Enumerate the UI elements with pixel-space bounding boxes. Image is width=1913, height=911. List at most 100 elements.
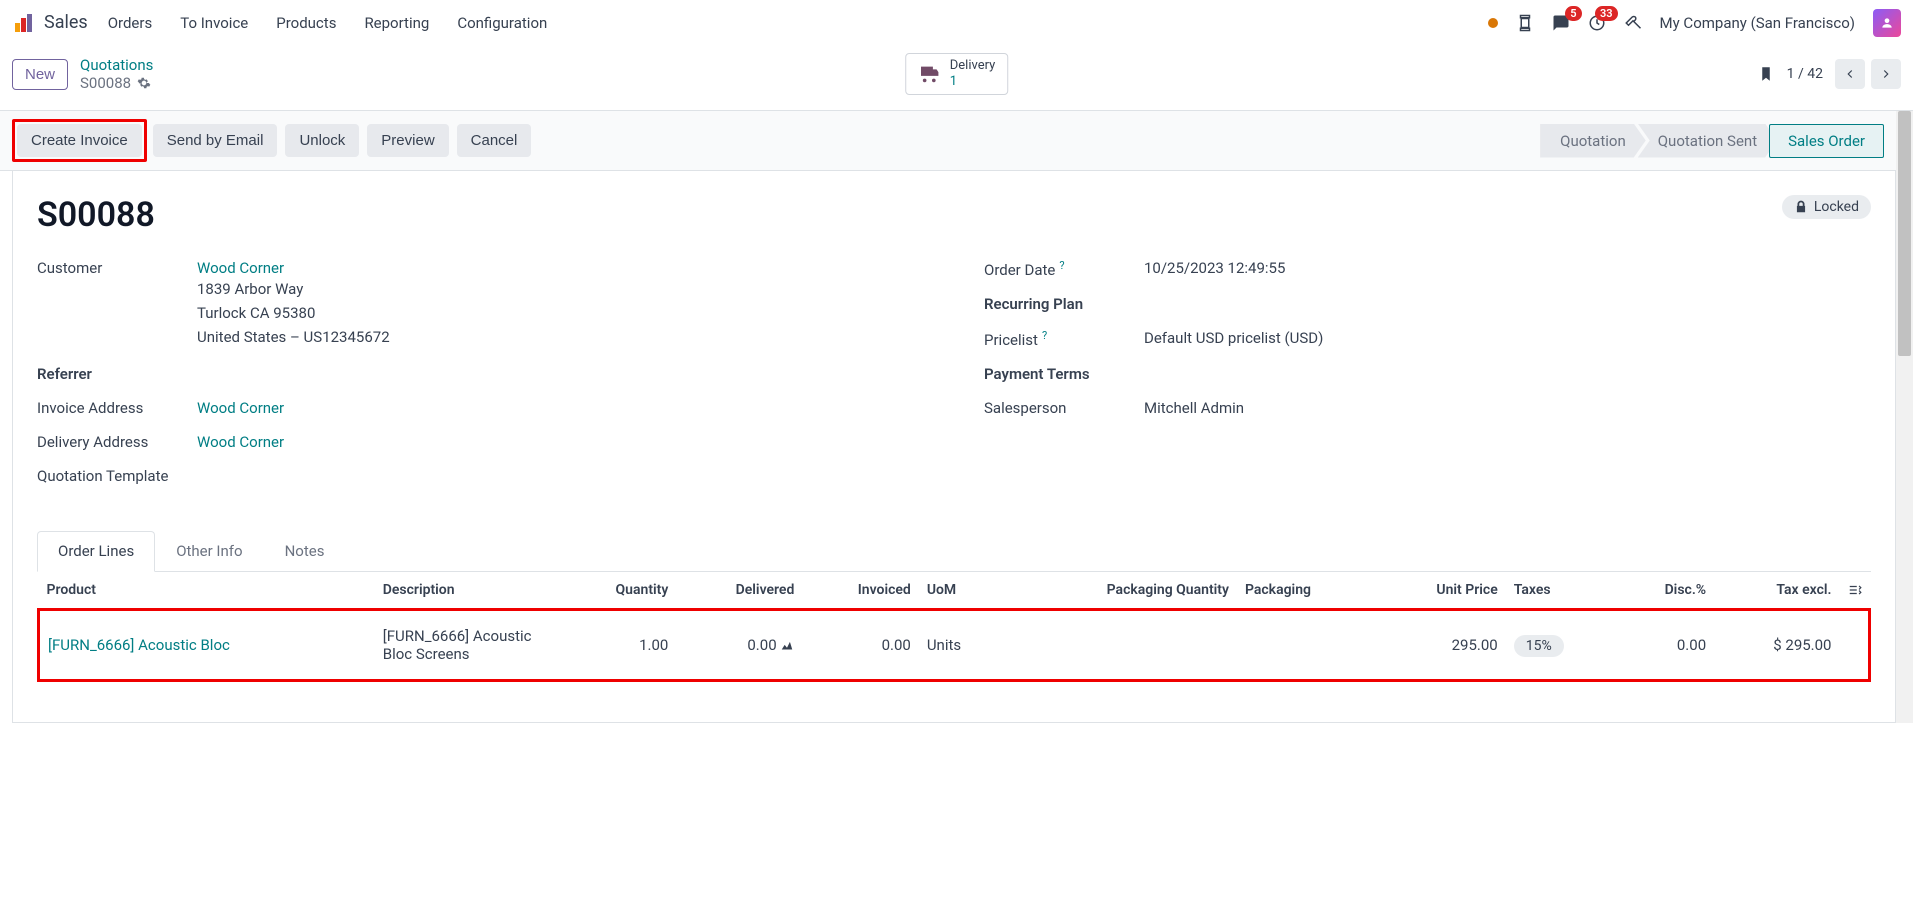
row-quantity[interactable]: 1.00 bbox=[560, 610, 676, 681]
col-invoiced[interactable]: Invoiced bbox=[802, 572, 918, 610]
nav-menu: Orders To Invoice Products Reporting Con… bbox=[108, 14, 548, 32]
customer-address-2: Turlock CA 95380 bbox=[197, 301, 924, 325]
row-packaging[interactable] bbox=[1237, 610, 1375, 681]
send-email-button[interactable]: Send by Email bbox=[153, 124, 278, 157]
messages-icon[interactable]: 5 bbox=[1552, 14, 1570, 32]
delivery-label: Delivery bbox=[950, 58, 996, 74]
row-description: [FURN_6666] Acoustic Bloc Screens bbox=[375, 610, 561, 681]
user-avatar[interactable] bbox=[1873, 9, 1901, 37]
customer-link[interactable]: Wood Corner bbox=[197, 259, 284, 277]
row-unit-price[interactable]: 295.00 bbox=[1375, 610, 1505, 681]
pager-next-button[interactable] bbox=[1871, 59, 1901, 89]
new-button[interactable]: New bbox=[12, 59, 68, 90]
tax-pill[interactable]: 15% bbox=[1514, 635, 1564, 657]
tab-order-lines[interactable]: Order Lines bbox=[37, 531, 155, 572]
cancel-button[interactable]: Cancel bbox=[457, 124, 532, 157]
invoice-address-label: Invoice Address bbox=[37, 399, 197, 417]
row-pkg-qty[interactable] bbox=[1004, 610, 1237, 681]
row-disc[interactable]: 0.00 bbox=[1617, 610, 1714, 681]
referrer-label: Referrer bbox=[37, 365, 197, 383]
delivery-button[interactable]: Delivery 1 bbox=[905, 53, 1009, 94]
tab-other-info[interactable]: Other Info bbox=[155, 531, 263, 571]
form-sheet: S00088 Locked Customer Wood Corner 1839 … bbox=[12, 171, 1896, 723]
payment-terms-label: Payment Terms bbox=[984, 365, 1144, 383]
col-unit-price[interactable]: Unit Price bbox=[1375, 572, 1505, 610]
locked-text: Locked bbox=[1814, 199, 1859, 215]
col-product[interactable]: Product bbox=[39, 572, 375, 610]
pager-text[interactable]: 1 / 42 bbox=[1787, 66, 1823, 82]
scrollbar[interactable] bbox=[1896, 111, 1913, 723]
app-logo-icon bbox=[12, 11, 36, 35]
tools-icon[interactable] bbox=[1624, 14, 1642, 32]
status-dot-icon[interactable] bbox=[1488, 18, 1498, 28]
order-title: S00088 bbox=[37, 195, 155, 235]
col-uom[interactable]: UoM bbox=[919, 572, 1004, 610]
action-bar: Create Invoice Send by Email Unlock Prev… bbox=[0, 111, 1896, 171]
columns-settings-icon[interactable] bbox=[1848, 583, 1862, 597]
customer-address-3: United States – US12345672 bbox=[197, 325, 924, 349]
col-delivered[interactable]: Delivered bbox=[676, 572, 802, 610]
tab-notes[interactable]: Notes bbox=[264, 531, 346, 571]
form-left-column: Customer Wood Corner 1839 Arbor Way Turl… bbox=[37, 259, 924, 501]
delivery-count: 1 bbox=[950, 74, 996, 90]
nav-to-invoice[interactable]: To Invoice bbox=[180, 14, 248, 32]
col-pkg-qty[interactable]: Packaging Quantity bbox=[1004, 572, 1237, 610]
quotation-template-label: Quotation Template bbox=[37, 467, 197, 485]
breadcrumb: Quotations S00088 bbox=[80, 56, 153, 92]
tabs: Order Lines Other Info Notes bbox=[37, 531, 1871, 572]
status-quotation[interactable]: Quotation bbox=[1540, 124, 1646, 158]
nav-products[interactable]: Products bbox=[276, 14, 336, 32]
breadcrumb-quotations[interactable]: Quotations bbox=[80, 56, 153, 74]
app-title[interactable]: Sales bbox=[44, 12, 88, 33]
customer-address-1: 1839 Arbor Way bbox=[197, 277, 924, 301]
nav-reporting[interactable]: Reporting bbox=[364, 14, 429, 32]
col-description[interactable]: Description bbox=[375, 572, 561, 610]
order-date-label: Order Date? bbox=[984, 259, 1144, 279]
row-product[interactable]: [FURN_6666] Acoustic Bloc bbox=[48, 636, 230, 654]
nav-configuration[interactable]: Configuration bbox=[457, 14, 547, 32]
topnav-right: 5 33 My Company (San Francisco) bbox=[1488, 9, 1901, 37]
nav-orders[interactable]: Orders bbox=[108, 14, 153, 32]
activities-icon[interactable]: 33 bbox=[1588, 14, 1606, 32]
order-date-value[interactable]: 10/25/2023 12:49:55 bbox=[1144, 259, 1871, 277]
phone-icon[interactable] bbox=[1516, 14, 1534, 32]
pricelist-label: Pricelist? bbox=[984, 329, 1144, 349]
delivery-address-link[interactable]: Wood Corner bbox=[197, 433, 284, 451]
row-tax-excl: $ 295.00 bbox=[1714, 610, 1839, 681]
recurring-plan-label: Recurring Plan bbox=[984, 295, 1144, 313]
breadcrumb-current: S00088 bbox=[80, 74, 153, 92]
pricelist-value[interactable]: Default USD pricelist (USD) bbox=[1144, 329, 1871, 347]
help-icon[interactable]: ? bbox=[1059, 259, 1064, 272]
pager-prev-button[interactable] bbox=[1835, 59, 1865, 89]
create-invoice-button[interactable]: Create Invoice bbox=[17, 124, 142, 157]
help-icon[interactable]: ? bbox=[1042, 329, 1047, 342]
col-quantity[interactable]: Quantity bbox=[560, 572, 676, 610]
col-tax-excl[interactable]: Tax excl. bbox=[1714, 572, 1839, 610]
status-quotation-sent[interactable]: Quotation Sent bbox=[1638, 124, 1777, 158]
preview-button[interactable]: Preview bbox=[367, 124, 448, 157]
order-lines-table: Product Description Quantity Delivered I… bbox=[37, 572, 1871, 682]
col-disc[interactable]: Disc.% bbox=[1617, 572, 1714, 610]
chart-icon[interactable] bbox=[780, 639, 794, 653]
row-uom[interactable]: Units bbox=[919, 610, 1004, 681]
table-row[interactable]: [FURN_6666] Acoustic Bloc [FURN_6666] Ac… bbox=[39, 610, 1870, 681]
status-sales-order[interactable]: Sales Order bbox=[1769, 124, 1884, 158]
truck-icon bbox=[918, 63, 940, 85]
breadcrumb-current-text: S00088 bbox=[80, 74, 131, 92]
unlock-button[interactable]: Unlock bbox=[285, 124, 359, 157]
bookmark-icon[interactable] bbox=[1757, 65, 1775, 83]
row-taxes[interactable]: 15% bbox=[1506, 610, 1617, 681]
row-delivered[interactable]: 0.00 bbox=[676, 610, 802, 681]
row-invoiced: 0.00 bbox=[802, 610, 918, 681]
top-navbar: Sales Orders To Invoice Products Reporti… bbox=[0, 0, 1913, 46]
col-taxes[interactable]: Taxes bbox=[1506, 572, 1617, 610]
col-packaging[interactable]: Packaging bbox=[1237, 572, 1375, 610]
invoice-address-link[interactable]: Wood Corner bbox=[197, 399, 284, 417]
lock-icon bbox=[1794, 200, 1808, 214]
salesperson-value[interactable]: Mitchell Admin bbox=[1144, 399, 1871, 417]
company-selector[interactable]: My Company (San Francisco) bbox=[1660, 14, 1855, 32]
gear-icon[interactable] bbox=[137, 76, 151, 90]
messages-badge: 5 bbox=[1565, 6, 1581, 21]
locked-badge: Locked bbox=[1782, 195, 1871, 219]
activities-badge: 33 bbox=[1595, 6, 1618, 21]
